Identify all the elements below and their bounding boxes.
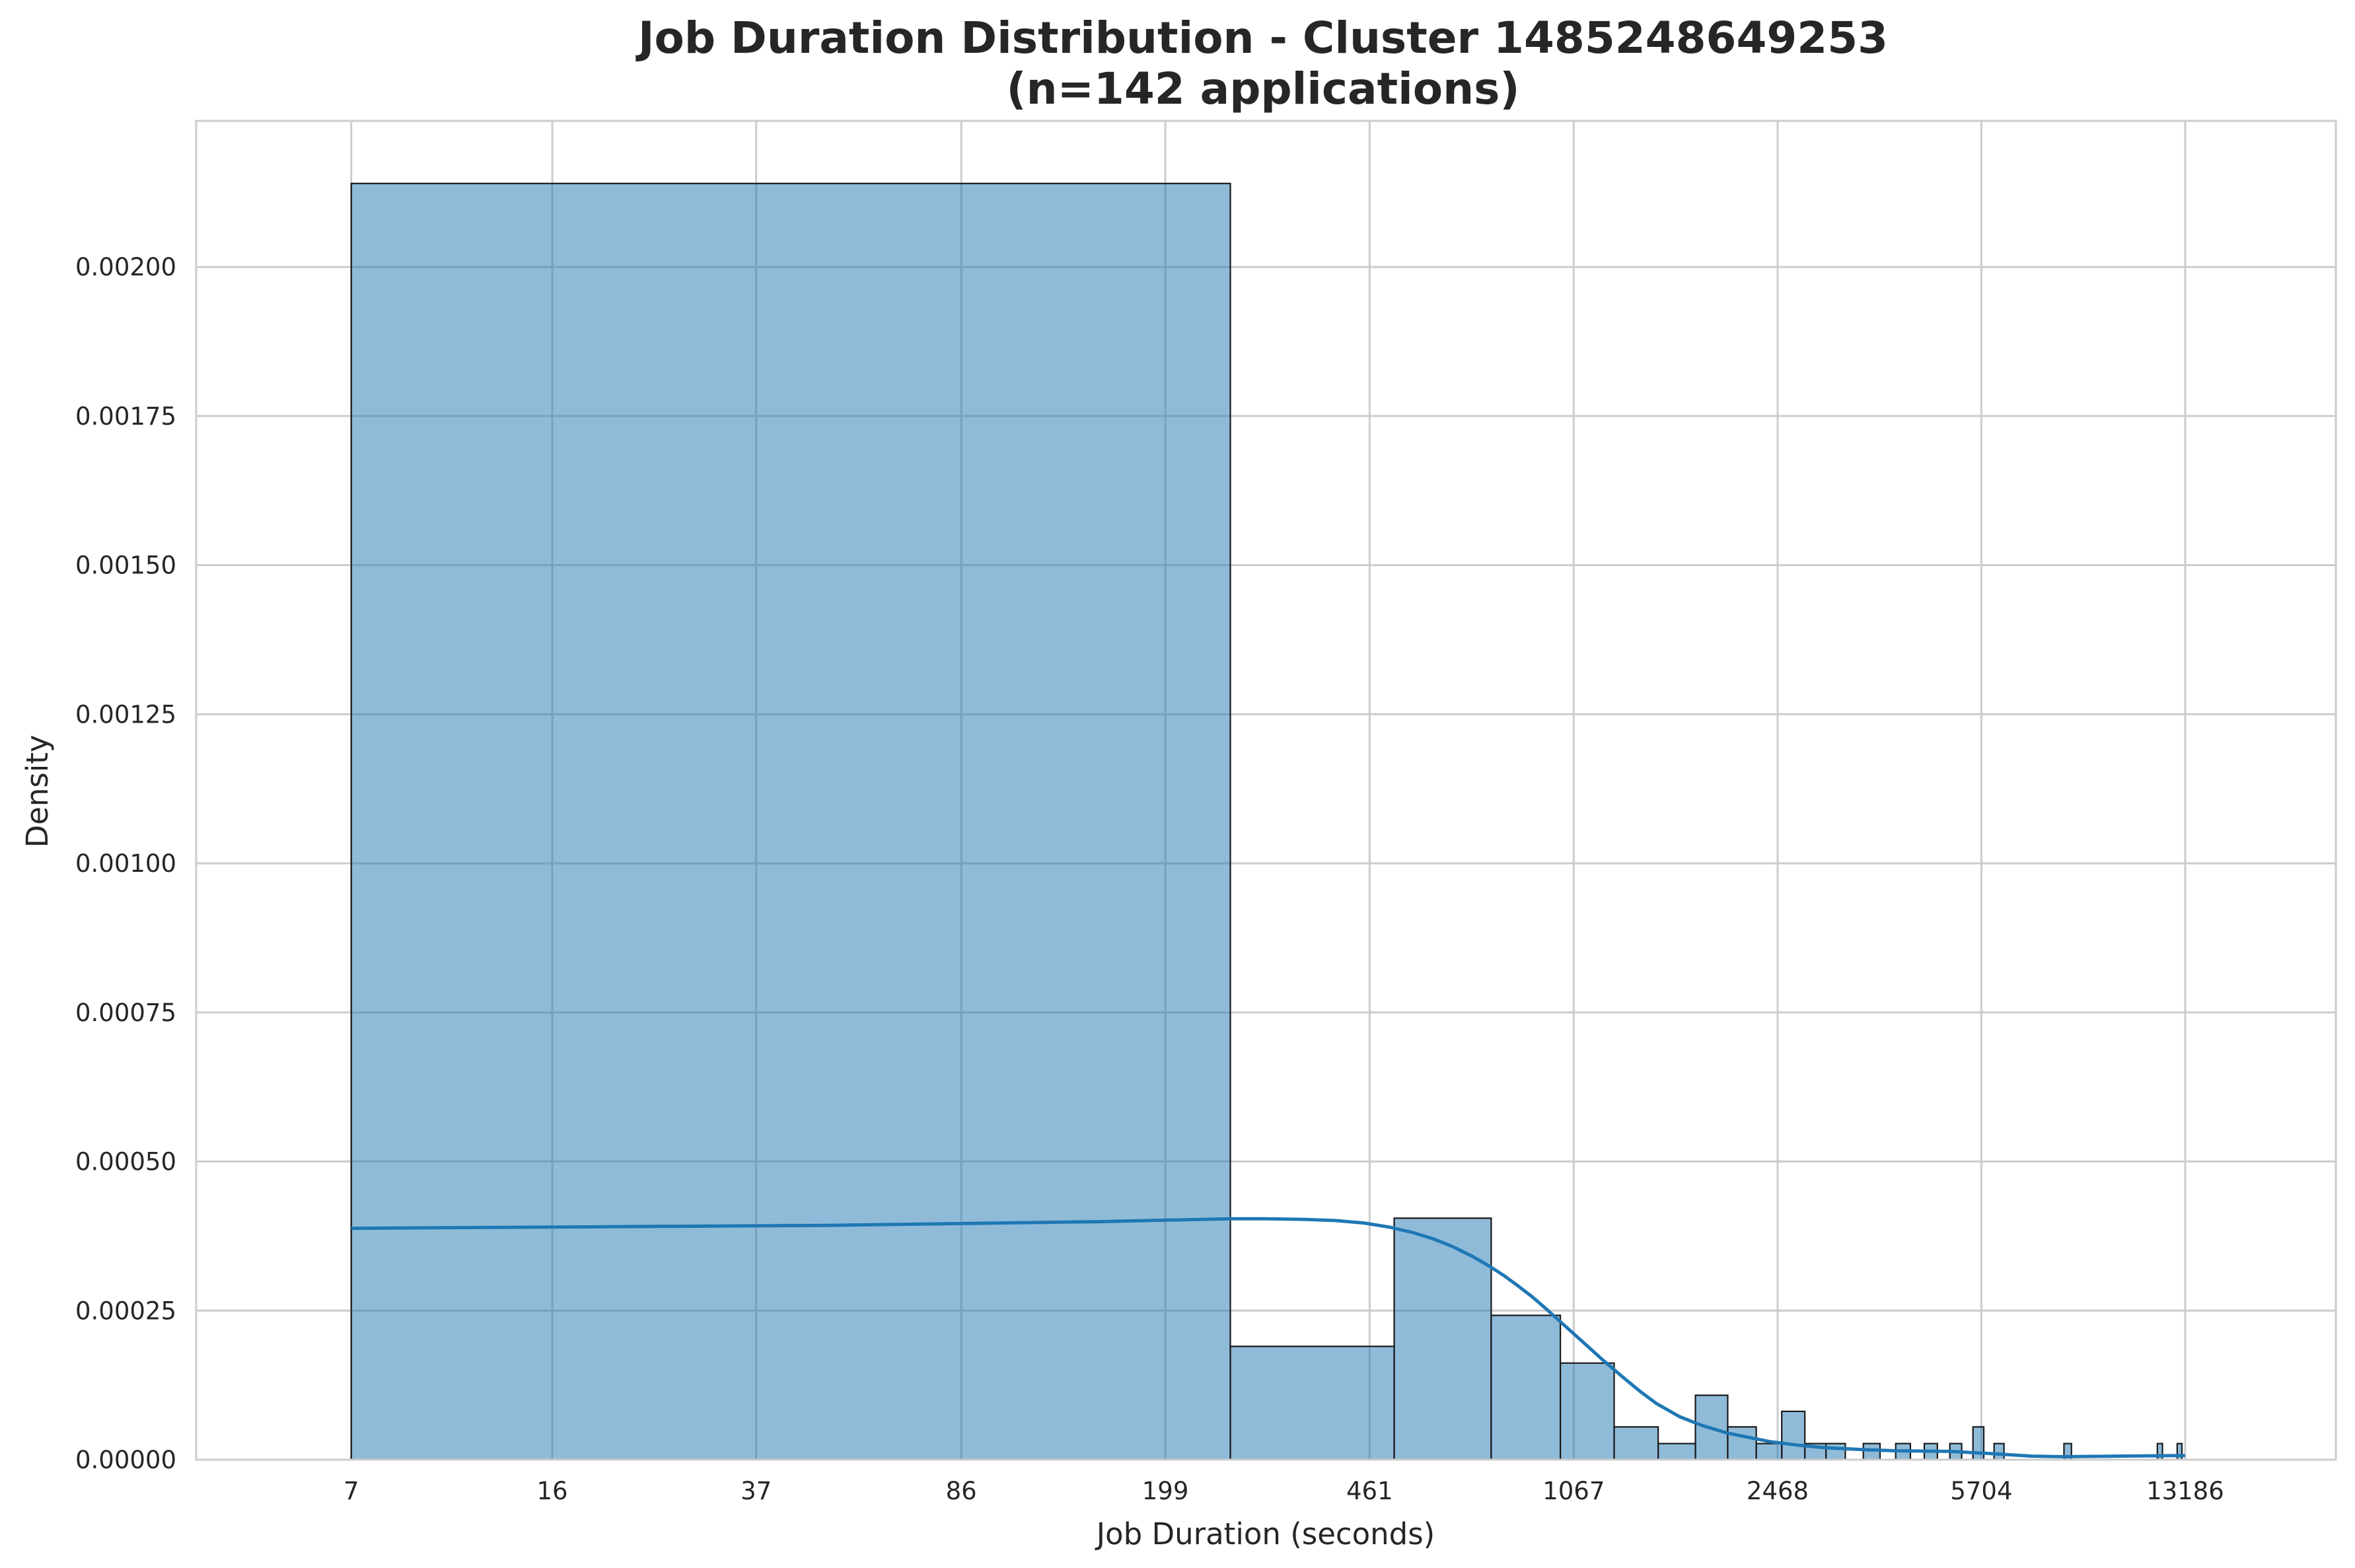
y-tick-label: 0.00125 — [75, 700, 176, 729]
histogram-bar — [2176, 1443, 2183, 1461]
y-tick-labels: 0.00000 0.00025 0.00050 0.00075 0.00100 0.001… — [75, 253, 176, 1474]
x-tick-label: 2468 — [1747, 1477, 1809, 1505]
plot-frame — [195, 120, 2337, 1461]
y-tick-label: 0.00000 — [75, 1446, 176, 1474]
y-tick-label: 0.00150 — [75, 552, 176, 580]
x-tick-label: 16 — [537, 1477, 568, 1505]
y-tick-label: 0.00075 — [75, 999, 176, 1027]
histogram-bar — [1559, 1362, 1615, 1461]
chart-title-line1: Job Duration Distribution - Cluster 1485… — [635, 13, 1888, 63]
histogram-bar — [1781, 1410, 1806, 1461]
x-tick-labels: 7 16 37 86 199 461 1067 2468 5704 13186 — [344, 1477, 2224, 1505]
histogram-bar — [1613, 1426, 1659, 1461]
histogram-bar — [1993, 1443, 2005, 1461]
histogram-bar — [1393, 1217, 1492, 1461]
y-axis-label: Density — [20, 734, 55, 847]
x-tick-label: 37 — [741, 1477, 772, 1505]
y-tick-label: 0.00050 — [75, 1148, 176, 1176]
chart-title-line2: (n=142 applications) — [1006, 63, 1519, 114]
x-tick-label: 199 — [1142, 1477, 1189, 1505]
x-tick-label: 5704 — [1950, 1477, 2012, 1505]
histogram-bar — [1490, 1314, 1562, 1461]
y-tick-label: 0.00175 — [75, 402, 176, 431]
histogram-bar — [1727, 1426, 1757, 1461]
y-tick-label: 0.00025 — [75, 1297, 176, 1325]
x-axis-label: Job Duration (seconds) — [1095, 1516, 1435, 1551]
histogram-bars — [350, 182, 2183, 1461]
x-tick-label: 13186 — [2146, 1477, 2224, 1505]
x-tick-label: 461 — [1346, 1477, 1393, 1505]
histogram-bar — [1825, 1443, 1846, 1461]
kde-curve-group — [351, 1217, 2185, 1458]
x-tick-label: 86 — [946, 1477, 977, 1505]
histogram-bar — [1657, 1443, 1696, 1461]
y-tick-label: 0.00200 — [75, 253, 176, 281]
y-tick-label: 0.00100 — [75, 849, 176, 878]
kde-curve — [351, 1217, 2185, 1458]
x-tick-label: 7 — [344, 1477, 359, 1505]
histogram-bar — [1229, 1345, 1395, 1461]
histogram-bar — [1755, 1443, 1783, 1461]
x-tick-label: 1067 — [1542, 1477, 1605, 1505]
histogram-bar — [350, 182, 1231, 1461]
